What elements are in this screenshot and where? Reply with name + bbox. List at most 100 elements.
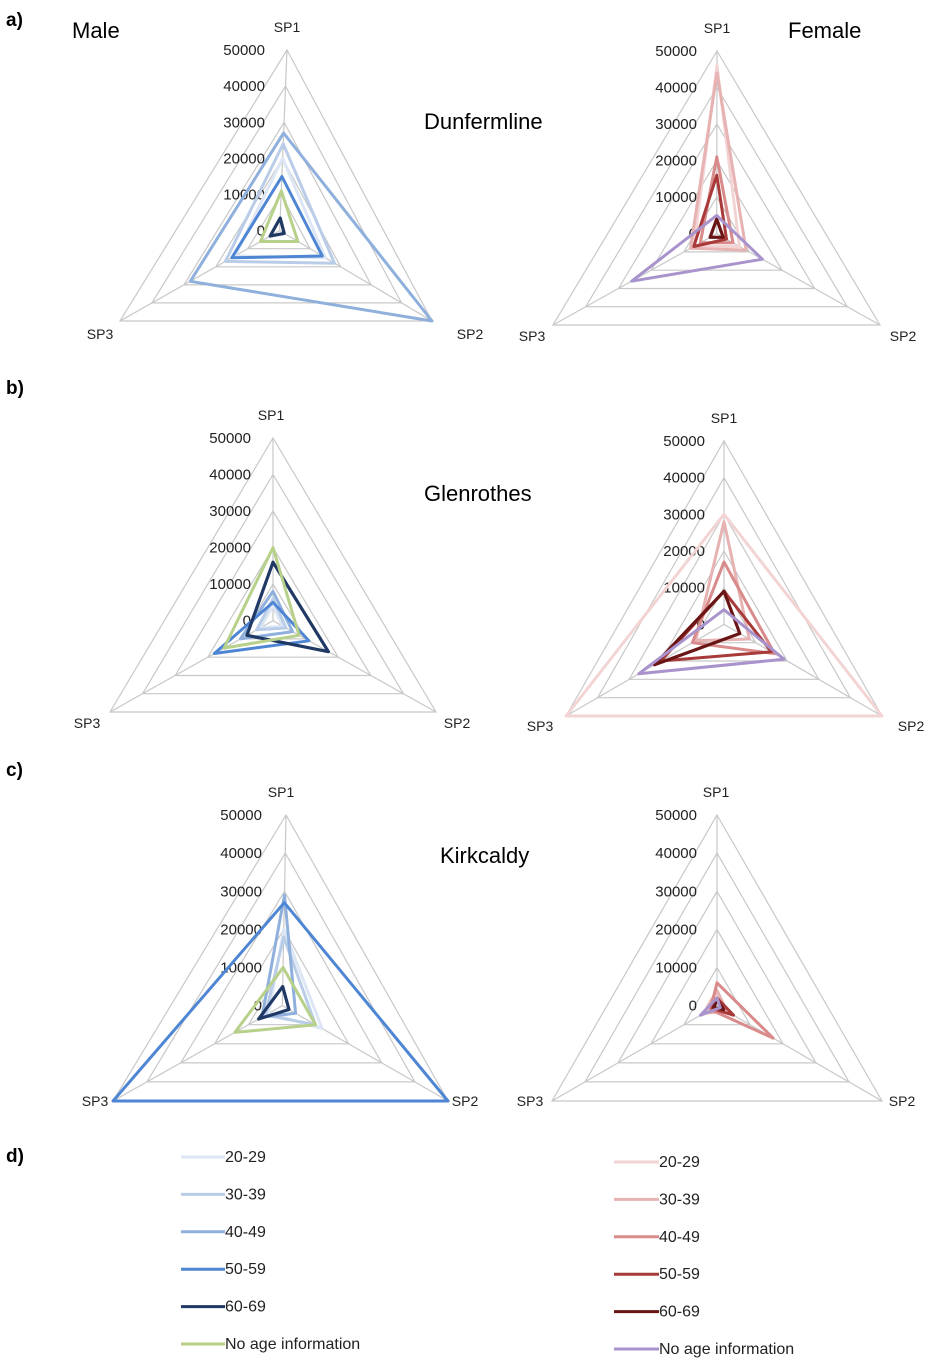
tick-label: 50000 [655, 807, 697, 824]
series-no-age-information [233, 966, 317, 1034]
series-50-59 [212, 600, 311, 655]
series-40-49 [188, 131, 434, 323]
axis-label-sp3: SP3 [74, 715, 101, 731]
grid-ring [550, 813, 884, 1102]
series-50-59 [692, 173, 728, 248]
grid-ring [141, 473, 405, 695]
grid-ring [659, 549, 789, 662]
tick-label: 40000 [220, 845, 262, 862]
spoke-sp2 [716, 233, 881, 326]
tick-label: 30000 [663, 506, 705, 523]
tick-label: 20000 [655, 153, 697, 170]
series-50-59 [230, 175, 324, 260]
tick-label: 30000 [655, 116, 697, 133]
tick-label: 10000 [209, 576, 251, 593]
grid-ring [596, 476, 852, 699]
tick-label: 40000 [655, 845, 697, 862]
series-40-49 [690, 560, 777, 656]
series-60-69 [268, 216, 286, 238]
legend-female: 20-29 30-39 40-49 50-59 60-69 No age informat… [614, 1154, 794, 1358]
grid-ring [650, 159, 784, 271]
spoke-sp3 [119, 230, 280, 322]
axis-label-sp3: SP3 [82, 1093, 109, 1109]
grid-ring [628, 513, 820, 680]
panel-letter-a: a) [6, 10, 23, 31]
legend-label: 40-49 [659, 1229, 700, 1246]
grid-ring [682, 966, 752, 1026]
axis-label-sp2: SP2 [890, 328, 917, 344]
spoke-sp3 [112, 1005, 283, 1102]
series-no-age-information [259, 189, 300, 243]
spoke-sp1 [281, 814, 287, 1006]
tick-label: 10000 [655, 960, 697, 977]
radar-kirkcaldy-female: 0 10000 20000 30000 40000 50000 SP1 SP2 SP3 [517, 784, 916, 1109]
spoke-sp3 [551, 1005, 718, 1102]
site-label-kirkcaldy: Kirkcaldy [440, 843, 529, 868]
axis-label-sp3: SP3 [517, 1093, 544, 1109]
axis-label-sp1: SP1 [274, 19, 301, 35]
radar-charts: 0 10000 20000 30000 40000 50000 SP1 SP2 SP3 0 1000… [74, 19, 925, 1109]
tick-label: 0 [257, 223, 265, 240]
legend-label: 20-29 [225, 1149, 266, 1166]
axis-label-sp1: SP1 [268, 784, 295, 800]
series-20-29 [258, 604, 285, 630]
grid-ring [584, 86, 849, 308]
series-no-age-information [637, 608, 786, 676]
tick-label: 30000 [209, 503, 251, 520]
axis-label-sp1: SP1 [704, 20, 731, 36]
grid-ring [118, 48, 434, 322]
grid-ring [213, 928, 350, 1045]
grid-ring [616, 890, 818, 1064]
legend-label: No age information [225, 1336, 360, 1353]
grid-ring [111, 813, 450, 1102]
grid-ring [145, 851, 416, 1083]
tick-label: 50000 [209, 430, 251, 447]
series-no-age-information [222, 546, 301, 650]
axis-label-sp3: SP3 [527, 718, 554, 734]
series-20-29 [564, 512, 884, 718]
series-30-39 [263, 935, 317, 1027]
spoke-sp2 [279, 230, 433, 322]
tick-label: 40000 [209, 467, 251, 484]
tick-label: 40000 [663, 470, 705, 487]
tick-label: 30000 [223, 114, 265, 131]
tick-label: 30000 [220, 883, 262, 900]
tick-label: 50000 [663, 433, 705, 450]
series-60-69 [652, 589, 742, 667]
panel-letter-b: b) [6, 378, 24, 399]
grid-ring [617, 122, 816, 290]
tick-label: 0 [243, 613, 251, 630]
grid-ring [246, 193, 312, 250]
tick-label: 20000 [220, 921, 262, 938]
male-heading: Male [72, 18, 120, 43]
axis-label-sp2: SP2 [889, 1093, 916, 1109]
tick-label: 20000 [655, 921, 697, 938]
grid-ring [649, 928, 785, 1045]
tick-label: 0 [689, 998, 697, 1015]
radar-glenrothes-male: 0 10000 20000 30000 40000 50000 SP1 SP2 SP3 [74, 407, 471, 731]
site-label-glenrothes: Glenrothes [424, 481, 532, 506]
grid-ring [182, 121, 373, 286]
legend-label: 50-59 [225, 1261, 266, 1278]
axis-label-sp2: SP2 [457, 326, 484, 342]
legend-label: 60-69 [225, 1299, 266, 1316]
grid-ring [551, 49, 882, 326]
axis-label-sp1: SP1 [711, 410, 738, 426]
tick-label: 20000 [209, 540, 251, 557]
tick-label: 40000 [223, 78, 265, 95]
series-30-39 [689, 71, 748, 252]
legends: 20-29 30-39 40-49 50-59 60-69 No age informat… [181, 1149, 794, 1358]
legend-label: 30-39 [225, 1186, 266, 1203]
series-no-age-information [630, 213, 764, 283]
legend-label: 30-39 [659, 1191, 700, 1208]
series-60-69 [257, 984, 291, 1021]
grid-ring [691, 586, 757, 644]
axis-label-sp1: SP1 [703, 784, 730, 800]
legend-male: 20-29 30-39 40-49 50-59 60-69 No age informat… [181, 1149, 360, 1353]
panel-letter-c: c) [6, 760, 23, 781]
series-30-39 [223, 142, 336, 265]
axis-label-sp2: SP2 [444, 715, 471, 731]
